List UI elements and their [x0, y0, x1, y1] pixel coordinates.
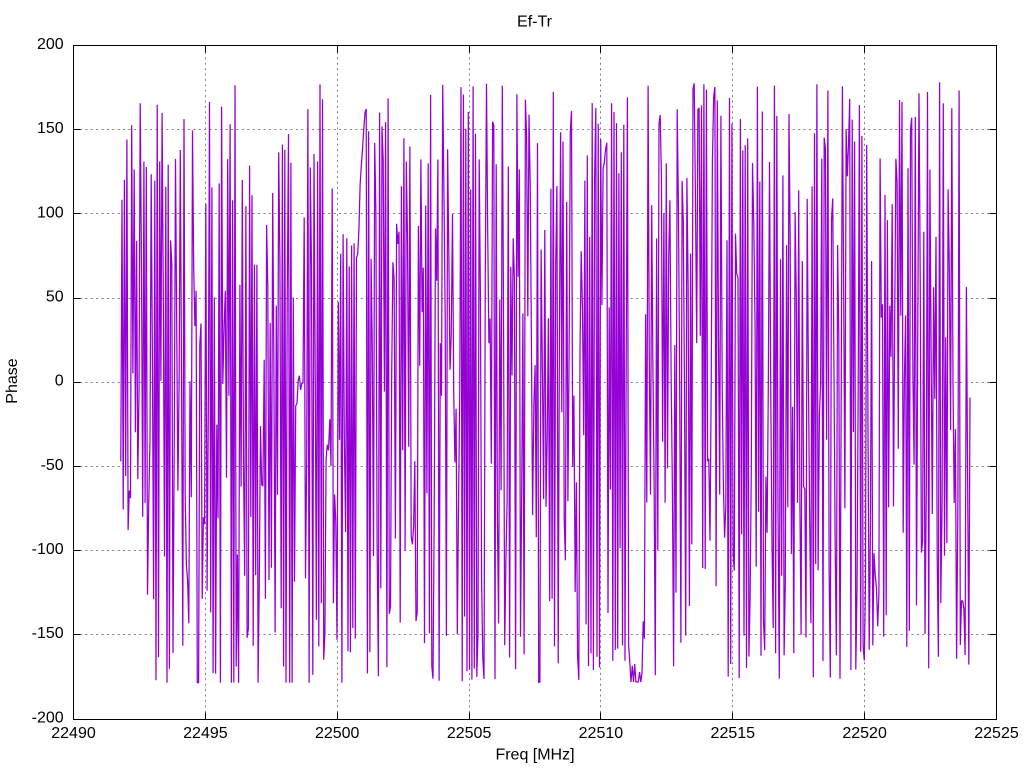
svg-text:-150: -150: [32, 625, 64, 642]
svg-text:-200: -200: [32, 709, 64, 726]
svg-text:Freq [MHz]: Freq [MHz]: [495, 746, 574, 763]
svg-text:22525: 22525: [974, 725, 1019, 742]
svg-text:50: 50: [46, 289, 64, 306]
svg-text:150: 150: [37, 120, 64, 137]
svg-text:200: 200: [37, 36, 64, 53]
svg-text:-100: -100: [32, 541, 64, 558]
svg-text:22510: 22510: [579, 725, 624, 742]
svg-text:-50: -50: [41, 457, 64, 474]
svg-text:22520: 22520: [842, 725, 887, 742]
svg-text:22490: 22490: [51, 725, 96, 742]
svg-text:22500: 22500: [315, 725, 360, 742]
svg-text:22495: 22495: [183, 725, 228, 742]
svg-text:Ef-Tr: Ef-Tr: [517, 14, 553, 31]
svg-text:Phase: Phase: [4, 358, 21, 403]
svg-text:22515: 22515: [711, 725, 756, 742]
svg-text:22505: 22505: [447, 725, 492, 742]
svg-text:0: 0: [55, 373, 64, 390]
svg-text:100: 100: [37, 204, 64, 221]
